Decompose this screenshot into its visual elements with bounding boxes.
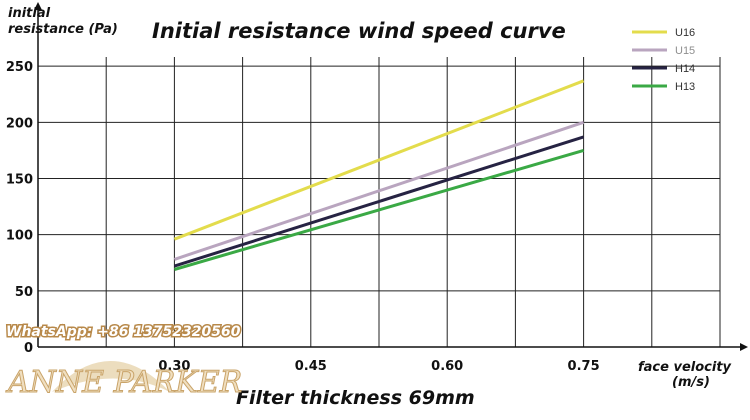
series-line-u16 <box>173 79 585 241</box>
whatsapp-watermark: WhatsApp: +86 13752320560 <box>6 324 241 340</box>
series-line-u15 <box>173 120 585 261</box>
legend-label-u15: U15 <box>675 45 695 57</box>
y-tick-label: 50 <box>15 285 33 300</box>
grid <box>38 57 721 347</box>
chart-title: Initial resistance wind speed curve <box>152 19 566 43</box>
series-line-h13 <box>173 148 585 271</box>
y-axis-label-line2: resistance (Pa) <box>8 22 118 37</box>
y-tick-label: 0 <box>24 341 33 356</box>
logo-text: ANNE PARKER <box>5 365 242 400</box>
y-axis-arrow <box>34 2 42 10</box>
legend-label-u16: U16 <box>675 27 695 39</box>
anne-parker-logo: ANNE PARKER <box>5 361 243 401</box>
x-axis-arrow <box>740 343 748 351</box>
legend-label-h13: H13 <box>675 81 695 93</box>
y-axis-label-line1: initial <box>8 6 51 21</box>
y-tick-label: 150 <box>6 173 33 188</box>
chart-subtitle: Filter thickness 69mm <box>236 387 475 409</box>
x-tick-label: 0.60 <box>431 359 463 374</box>
x-tick-label: 0.75 <box>568 359 600 374</box>
series-line-h14 <box>173 135 585 268</box>
tick-labels: 0 50 100 150 200 250 0.30 0.45 0.60 0.75 <box>6 60 600 374</box>
x-axis-label-line1: face velocity <box>638 360 732 375</box>
axes <box>34 2 748 351</box>
x-axis-label-line2: (m/s) <box>672 375 710 390</box>
legend: U16 U15 H14 H13 <box>632 27 695 93</box>
y-tick-label: 200 <box>6 116 33 131</box>
x-tick-label: 0.30 <box>158 359 190 374</box>
x-tick-label: 0.45 <box>295 359 327 374</box>
series-lines <box>173 79 585 271</box>
y-tick-label: 250 <box>6 60 33 75</box>
y-tick-label: 100 <box>6 229 33 244</box>
legend-label-h14: H14 <box>675 63 695 75</box>
